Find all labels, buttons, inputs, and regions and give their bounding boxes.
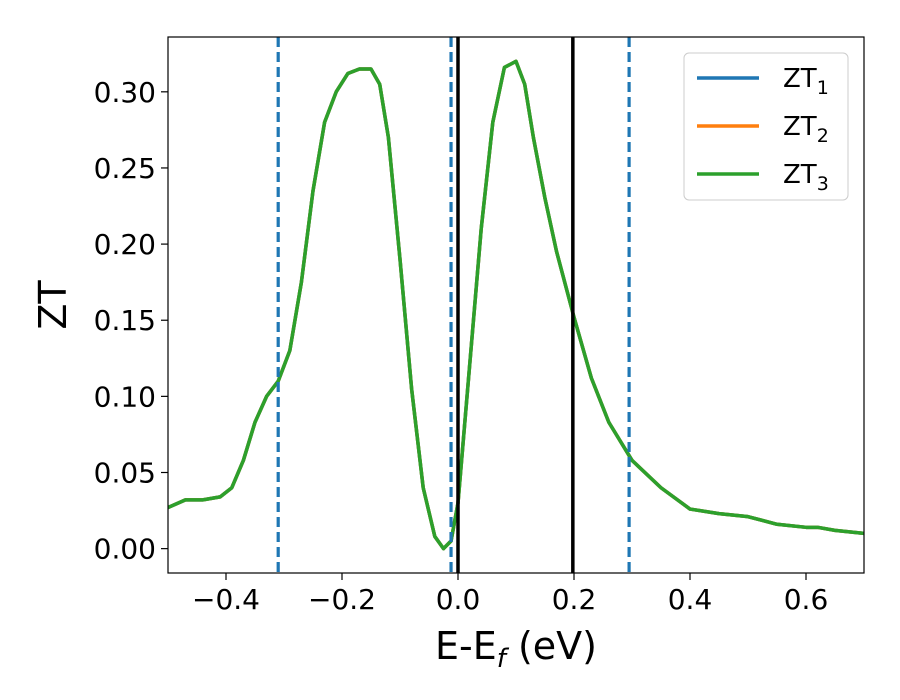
y-axis-label: ZT [31, 280, 75, 330]
y-tick-label: 0.15 [94, 304, 156, 337]
y-tick-label: 0.00 [94, 533, 156, 566]
y-tick-label: 0.20 [94, 228, 156, 261]
x-tick-label: 0.6 [784, 583, 829, 616]
y-tick-label: 0.05 [94, 457, 156, 490]
reference-lines [276, 37, 631, 573]
x-tick-label: 0.0 [436, 583, 481, 616]
legend-label-1: ZT1 [783, 64, 829, 99]
y-tick-label: 0.10 [94, 380, 156, 413]
series-line-3 [168, 59, 864, 551]
x-tick-label: −0.2 [308, 583, 376, 616]
x-axis-label: E-Ef (eV) [435, 624, 597, 674]
legend-box [683, 52, 849, 201]
legend-label-2: ZT2 [783, 112, 829, 147]
legend-label-3: ZT3 [783, 160, 829, 195]
y-tick-label: 0.25 [94, 152, 156, 185]
y-tick-label: 0.30 [94, 76, 156, 109]
plot-frame [167, 36, 865, 574]
x-tick-label: −0.4 [192, 583, 260, 616]
x-axis: −0.4 −0.2 0.0 0.2 0.4 0.6 [192, 573, 828, 616]
legend: ZT1 ZT2 ZT3 [683, 52, 849, 201]
series-lines [168, 59, 864, 551]
y-axis: 0.00 0.05 0.10 0.15 0.20 0.25 0.30 [94, 76, 168, 566]
x-tick-label: 0.4 [668, 583, 713, 616]
x-tick-label: 0.2 [552, 583, 597, 616]
